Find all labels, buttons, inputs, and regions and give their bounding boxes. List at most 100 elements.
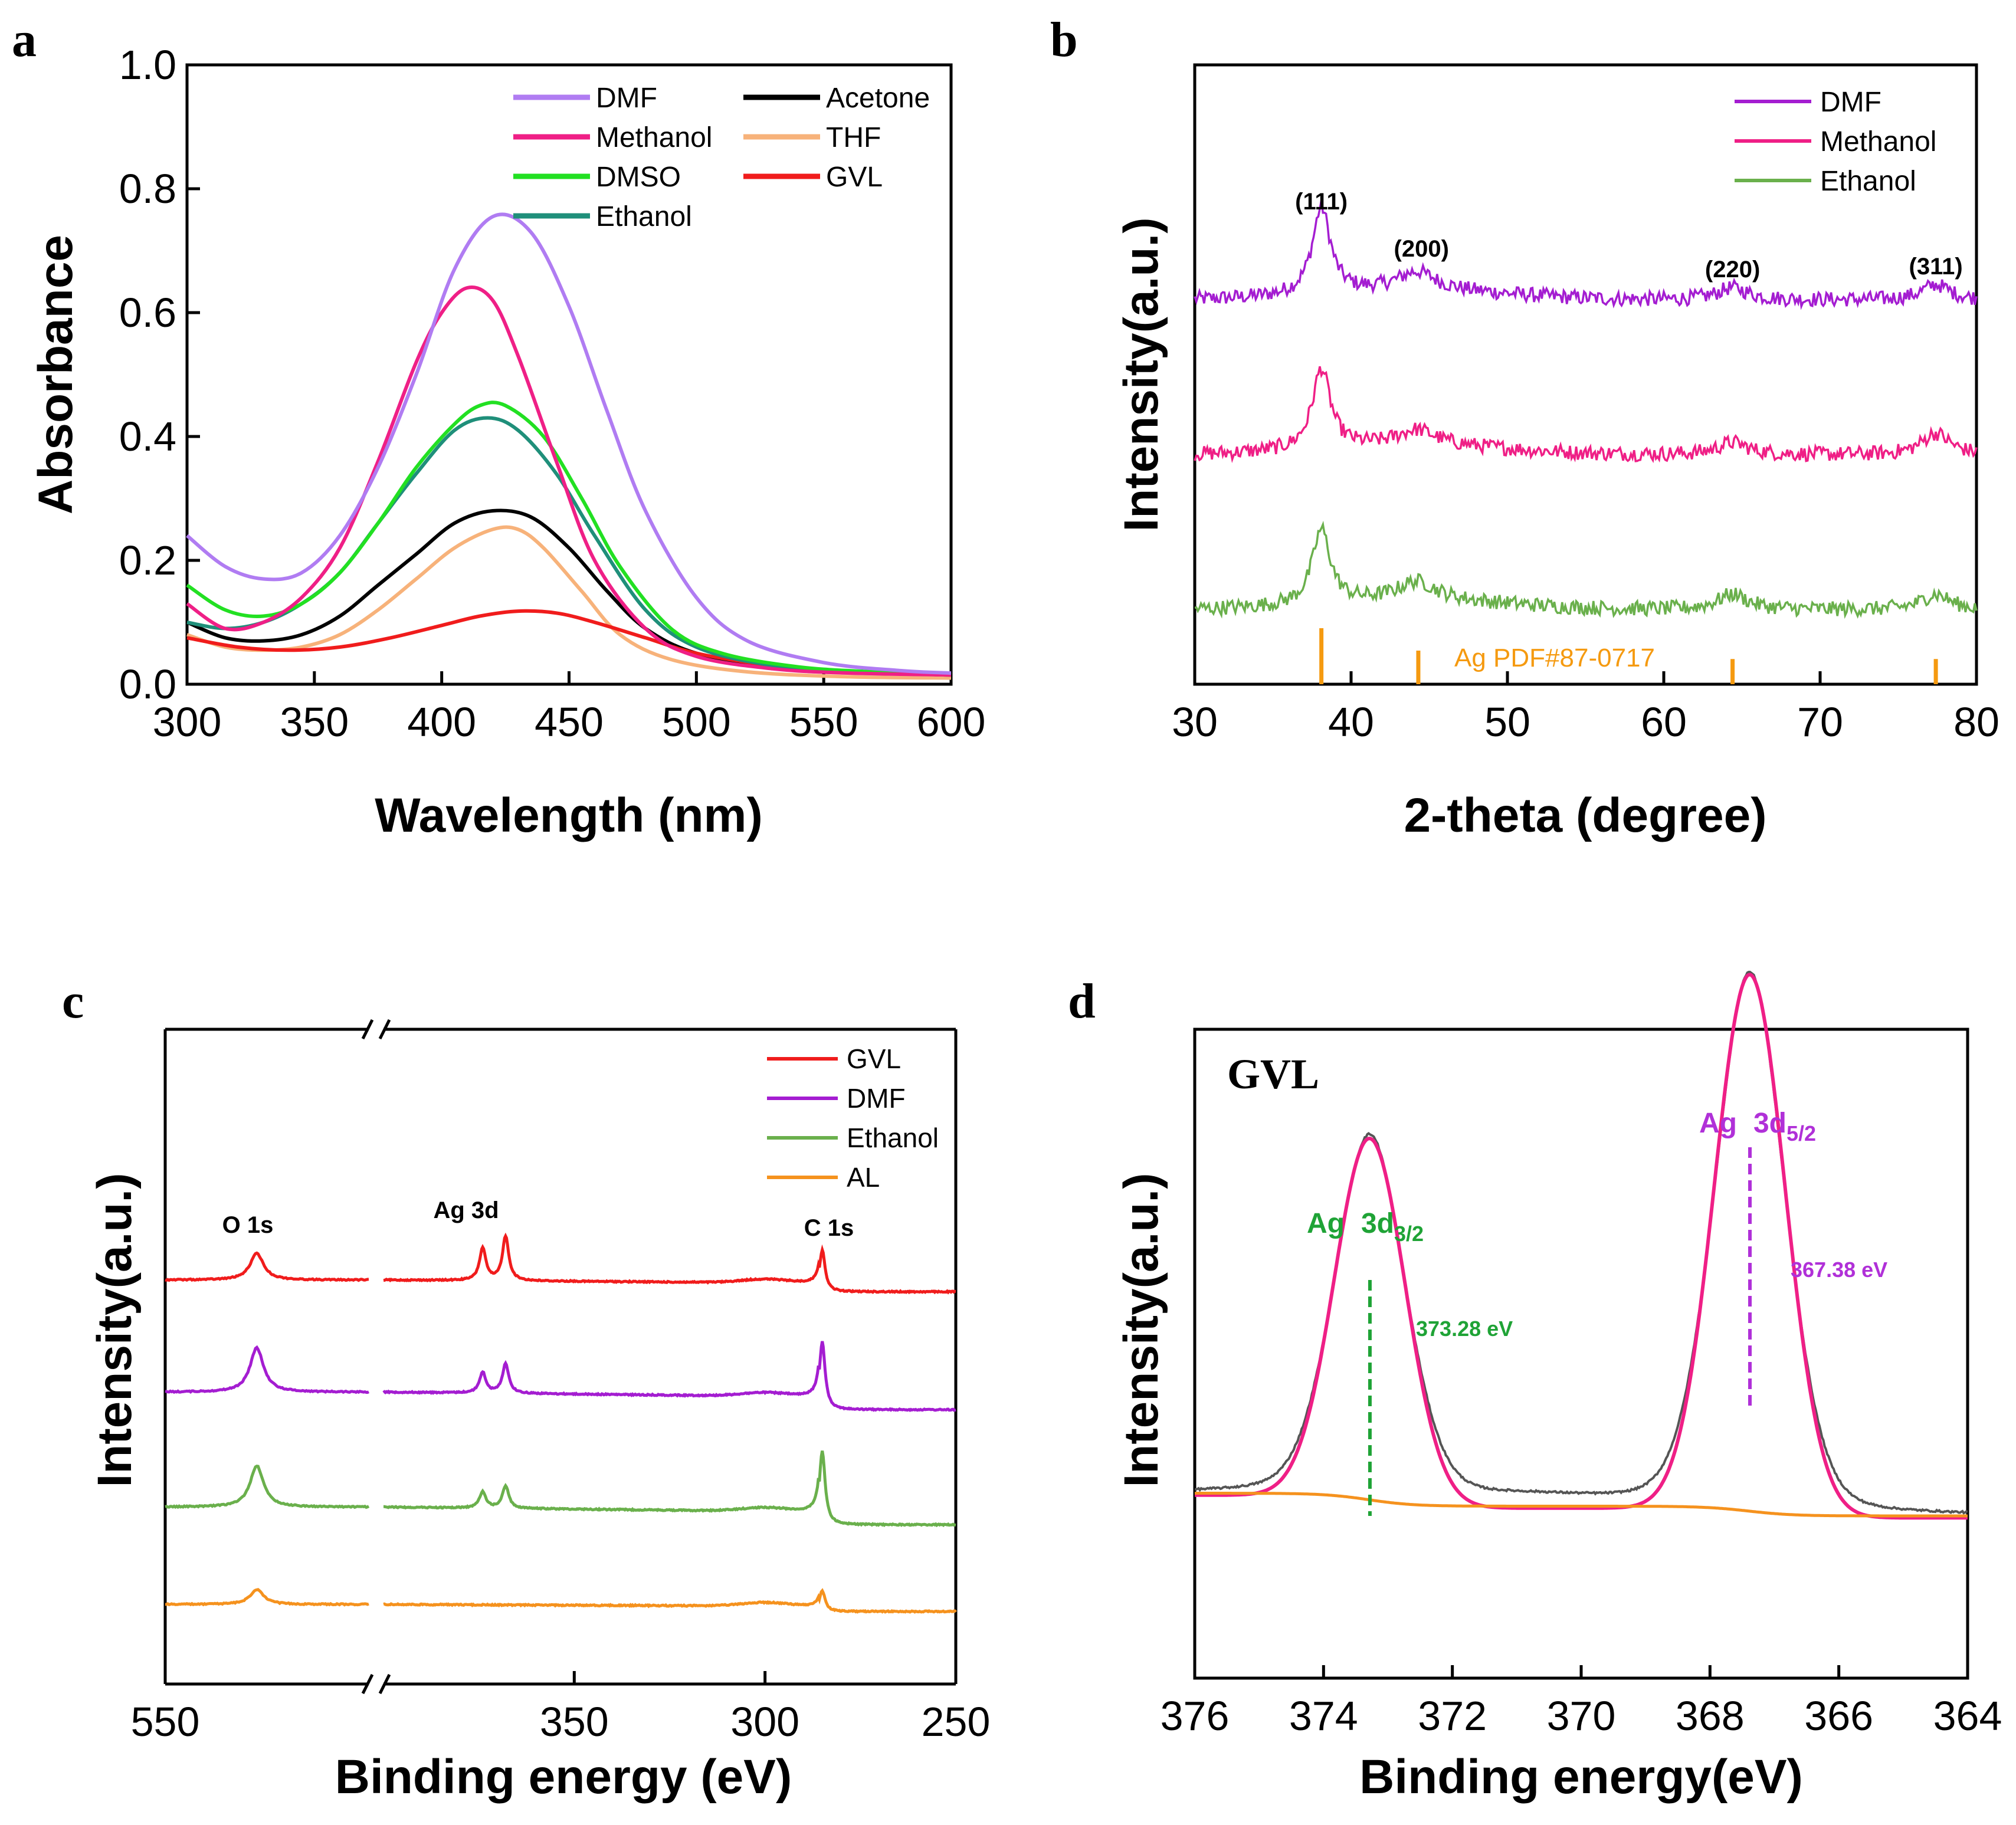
panel-b-reference: Ag PDF#87-0717 bbox=[1319, 628, 1938, 684]
panel-d-frame bbox=[1193, 1028, 1969, 1680]
c-xtick-label: 550 bbox=[131, 1699, 200, 1745]
d-xtick-label: 374 bbox=[1289, 1693, 1358, 1739]
c-series-gvl-right bbox=[383, 1232, 956, 1295]
a-series-methanol bbox=[186, 285, 952, 677]
a-xtick-label: 400 bbox=[407, 699, 476, 745]
d-label-3d32-sub: 3/2 bbox=[1394, 1222, 1424, 1246]
panel-d: d GVL 376 374 372 370 368 366 364 Ag 3d3/2373.2… bbox=[1068, 970, 2002, 1804]
c-series-al-left bbox=[165, 1588, 369, 1607]
a-ytick-label: 1.0 bbox=[119, 42, 176, 88]
a-legend-label: GVL bbox=[826, 162, 883, 193]
c-series-al-right bbox=[383, 1588, 957, 1614]
c-peak-label: C 1s bbox=[804, 1215, 854, 1241]
a-ytick-label: 0.2 bbox=[119, 537, 176, 583]
a-series-thf bbox=[186, 525, 952, 680]
a-xtick-label: 600 bbox=[917, 699, 986, 745]
d-label-3d32-ag: Ag bbox=[1307, 1208, 1345, 1239]
c-series-ethanol-right bbox=[383, 1450, 956, 1528]
panel-b-xlabel: 2-theta (degree) bbox=[1404, 789, 1766, 842]
a-legend-label: Acetone bbox=[826, 83, 930, 114]
c-xtick-label: 300 bbox=[730, 1699, 799, 1745]
panel-c-ticks: 550 350 300 250 bbox=[131, 1671, 991, 1745]
d-value-3d32: 373.28 eV bbox=[1416, 1317, 1513, 1341]
panel-d-xlabel: Binding energy(eV) bbox=[1359, 1750, 1803, 1804]
d-label-3d52-sub: 5/2 bbox=[1786, 1121, 1816, 1145]
panel-a-xlabel: Wavelength (nm) bbox=[375, 789, 763, 842]
c-xtick-label: 350 bbox=[540, 1699, 609, 1745]
a-ytick-label: 0.8 bbox=[119, 166, 176, 212]
c-legend-label: AL bbox=[847, 1162, 880, 1193]
a-legend-label: Methanol bbox=[596, 122, 712, 153]
d-xtick-label: 370 bbox=[1547, 1693, 1616, 1739]
d-label-3d32-orbital: 3d bbox=[1361, 1208, 1394, 1239]
b-legend-label: DMF bbox=[1820, 87, 1881, 118]
d-series-background bbox=[1195, 1492, 1968, 1518]
panel-b-peak-labels: (111) (200) (220) (311) bbox=[1295, 189, 1963, 283]
b-xtick-label: 80 bbox=[1953, 699, 1999, 745]
panel-b-ticks: 30 40 50 60 70 80 bbox=[1172, 671, 1999, 745]
c-series-dmf-right bbox=[382, 1341, 956, 1412]
d-value-3d52: 367.38 eV bbox=[1791, 1258, 1887, 1282]
b-legend-label: Methanol bbox=[1820, 126, 1936, 157]
panel-c-legend: GVL DMF Ethanol AL bbox=[767, 1043, 939, 1193]
panel-d-ticks: 376 374 372 370 368 366 364 bbox=[1161, 1665, 2002, 1739]
c-break-mark bbox=[361, 1019, 374, 1040]
panel-c-curves bbox=[165, 1232, 957, 1614]
panel-b-ylabel: Intensity(a.u.) bbox=[1114, 217, 1168, 531]
panel-c-frame bbox=[163, 1019, 958, 1695]
panel-a-legend: DMF Methanol DMSO Ethanol Acetone THF GVL bbox=[513, 83, 930, 232]
a-xtick-label: 500 bbox=[662, 699, 731, 745]
d-label-3d52-orbital: 3d bbox=[1753, 1108, 1786, 1139]
panel-b-frame bbox=[1193, 63, 1978, 686]
b-peak-label: (311) bbox=[1909, 254, 1963, 280]
a-legend-label: Ethanol bbox=[596, 201, 692, 232]
d-xtick-label: 366 bbox=[1804, 1693, 1873, 1739]
a-legend-label: THF bbox=[826, 122, 881, 153]
b-xtick-label: 50 bbox=[1484, 699, 1530, 745]
panel-c-ylabel: Intensity(a.u.) bbox=[88, 1173, 142, 1487]
c-legend-label: Ethanol bbox=[847, 1122, 939, 1153]
panel-c: c 550 350 300 250 GVL DMF Ethanol AL O 1s Ag 3d… bbox=[62, 974, 990, 1804]
c-legend-label: DMF bbox=[847, 1083, 906, 1114]
c-xtick-label: 250 bbox=[922, 1699, 991, 1745]
b-series-ethanol bbox=[1194, 520, 1978, 619]
c-break-mark bbox=[378, 1019, 391, 1040]
c-series-gvl-left bbox=[165, 1251, 369, 1282]
a-series-dmf bbox=[186, 212, 952, 675]
b-series-dmf bbox=[1194, 199, 1978, 310]
b-peak-label: (220) bbox=[1705, 257, 1760, 283]
c-break-mark bbox=[361, 1673, 374, 1695]
b-reference-label: Ag PDF#87-0717 bbox=[1454, 644, 1655, 672]
panel-d-title: GVL bbox=[1227, 1051, 1319, 1098]
panel-d-curves bbox=[1194, 970, 1968, 1520]
b-series-methanol bbox=[1194, 366, 1978, 464]
panel-b-legend: DMF Methanol Ethanol bbox=[1735, 87, 1936, 197]
b-peak-label: (200) bbox=[1394, 236, 1449, 262]
panel-a: a 300 350 400 450 500 550 600 0.0 0.2 0.4 0.6 0.8 1.… bbox=[12, 12, 985, 842]
b-xtick-label: 70 bbox=[1797, 699, 1843, 745]
panel-c-letter: c bbox=[62, 974, 84, 1029]
b-xtick-label: 60 bbox=[1641, 699, 1687, 745]
d-xtick-label: 376 bbox=[1161, 1693, 1230, 1739]
a-legend-label: DMSO bbox=[596, 162, 681, 193]
d-xtick-label: 372 bbox=[1418, 1693, 1487, 1739]
d-xtick-label: 364 bbox=[1933, 1693, 2002, 1739]
panel-c-xlabel: Binding energy (eV) bbox=[335, 1750, 792, 1804]
panel-b-letter: b bbox=[1050, 12, 1078, 67]
a-ytick-label: 0.4 bbox=[119, 413, 176, 459]
panel-d-ylabel: Intensity(a.u.) bbox=[1114, 1173, 1168, 1487]
a-ytick-label: 0.0 bbox=[119, 661, 176, 707]
c-series-dmf-left bbox=[165, 1345, 370, 1394]
a-legend-label: DMF bbox=[596, 83, 657, 114]
b-xtick-label: 30 bbox=[1172, 699, 1218, 745]
panel-a-frame bbox=[185, 63, 953, 686]
a-ytick-label: 0.6 bbox=[119, 290, 176, 336]
d-series-fit bbox=[1195, 973, 1968, 1520]
panel-a-curves bbox=[186, 212, 952, 680]
a-xtick-label: 300 bbox=[153, 699, 222, 745]
d-xtick-label: 368 bbox=[1676, 1693, 1745, 1739]
panel-a-ylabel: Absorbance bbox=[29, 235, 83, 514]
